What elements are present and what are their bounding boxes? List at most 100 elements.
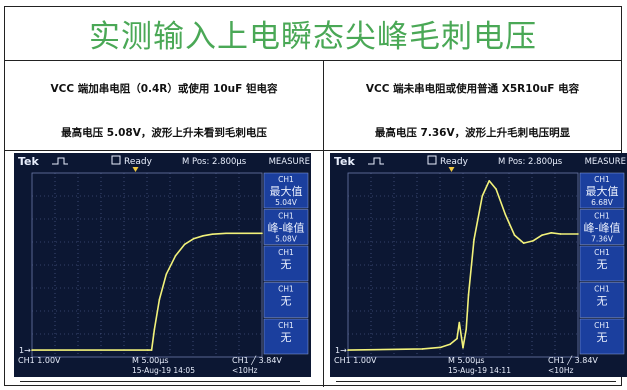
trace-point — [153, 328, 156, 331]
measure-header: MEASURE — [585, 157, 626, 167]
screen-background — [14, 153, 311, 377]
timebase-label: M 5.00µs — [448, 356, 485, 365]
capture-underline-left — [20, 381, 300, 382]
trace-point — [193, 237, 195, 240]
channel-scale: CH1 1.00V — [18, 356, 61, 365]
trace-point — [559, 233, 562, 235]
measurement-label: 无 — [281, 258, 292, 271]
caption-left-line2: 最高电压 5.08V，波形上升未看到毛刺电压 — [61, 127, 267, 139]
measurement-value: 5.04V — [275, 198, 298, 207]
measurement-label: 峰-峰值 — [584, 222, 621, 235]
measurement-label: 无 — [597, 258, 608, 271]
column-divider — [323, 61, 324, 387]
status-label: Ready — [124, 157, 153, 167]
trace-point — [211, 233, 214, 235]
channel-scale: CH1 1.00V — [334, 356, 377, 365]
measurement-box-background — [579, 172, 625, 209]
acquire-mode-icon — [368, 157, 384, 165]
trace-point — [522, 242, 525, 244]
trace-point — [165, 273, 168, 275]
frequency-readout: <10Hz — [548, 366, 573, 375]
trace-point — [456, 337, 458, 340]
position-label: M Pos: 2.800µs — [498, 157, 563, 167]
trace-point — [465, 328, 468, 331]
measurement-channel: CH1 — [278, 248, 294, 257]
trace-point — [467, 294, 470, 296]
measurement-label: 无 — [281, 331, 292, 344]
trace-point — [261, 232, 263, 235]
measurement-box-background — [579, 282, 625, 318]
brand-label: Tek — [334, 155, 356, 168]
trace-point — [449, 343, 451, 346]
trace-point — [31, 349, 33, 351]
measurement-label: 峰-峰值 — [268, 222, 305, 235]
timestamp-label: 15-Aug-19 14:11 — [448, 366, 511, 375]
trigger-level: CH1 ╱ 3.84V — [548, 355, 598, 365]
brand-label: Tek — [18, 155, 40, 168]
measurement-channel: CH1 — [594, 321, 610, 330]
title-row: 实测输入上电瞬态尖峰毛刺电压 — [5, 7, 621, 61]
trigger-level: CH1 ╱ 3.84V — [232, 355, 282, 365]
trace-point — [421, 348, 424, 350]
timestamp-label: 15-Aug-19 14:05 — [132, 366, 195, 375]
trace-ch1 — [32, 232, 262, 351]
trace-point — [473, 238, 475, 241]
trace-point — [202, 234, 204, 237]
measurement-label: 最大值 — [586, 184, 619, 198]
measurement-label: 无 — [281, 295, 292, 308]
measurement-channel: CH1 — [594, 212, 610, 221]
graticule — [348, 173, 578, 357]
measurement-box-background — [263, 282, 309, 318]
caption-left-line1: VCC 端加串电阻（0.4R）或使用 10uF 钽电容 — [50, 83, 278, 95]
ground-marker: 1→ — [19, 346, 31, 355]
trace-point — [147, 349, 149, 351]
measurement-channel: CH1 — [278, 175, 294, 184]
oscilloscope-capture-right: Tek Ready M Pos: 2.800µs MEASURE 1→ CH1 最大值 6.6… — [330, 153, 627, 377]
trace-point — [458, 321, 461, 324]
trace-point — [183, 243, 186, 246]
measurement-value: 6.68V — [591, 198, 614, 207]
trigger-position-icon — [448, 167, 455, 172]
measurement-value: 7.36V — [591, 235, 614, 244]
measurement-channel: CH1 — [278, 321, 294, 330]
trace-point — [541, 234, 543, 236]
trace-point — [532, 240, 534, 242]
trace-point — [150, 349, 153, 351]
ready-status-icon — [111, 155, 121, 165]
caption-cell-left: VCC 端加串电阻（0.4R）或使用 10uF 钽电容 最高电压 5.08V，波… — [5, 61, 323, 151]
measurement-label: 最大值 — [270, 184, 303, 198]
trace-point — [577, 233, 579, 235]
trace-point — [504, 213, 507, 216]
trace-point — [488, 180, 491, 182]
trace-point — [481, 195, 484, 197]
position-label: M Pos: 2.800µs — [182, 157, 247, 167]
caption-right-line2: 最高电压 7.36V，波形上升毛刺电压明显 — [374, 127, 571, 139]
trace-point — [462, 347, 464, 349]
trace-point — [174, 255, 177, 257]
frequency-readout: <10Hz — [232, 366, 257, 375]
measurement-channel: CH1 — [278, 212, 294, 221]
measurement-channel: CH1 — [594, 248, 610, 257]
capture-underline-right — [336, 381, 616, 382]
measurement-channel: CH1 — [594, 175, 610, 184]
measurement-box-background — [263, 209, 309, 245]
measurement-value: 5.08V — [275, 235, 298, 244]
measurement-channel: CH1 — [594, 285, 610, 294]
measurement-label: 无 — [597, 295, 608, 308]
trace-point — [440, 346, 442, 349]
measurement-box-background — [263, 172, 309, 209]
measurement-box-background — [579, 209, 625, 245]
measurement-box-background — [579, 318, 625, 355]
acquire-mode-icon — [52, 157, 68, 165]
trace-point — [225, 232, 227, 235]
caption-cell-right: VCC 端未串电阻或使用普通 X5R10uF 电容 最高电压 7.36V，波形上… — [324, 61, 621, 151]
measure-header: MEASURE — [269, 157, 310, 167]
